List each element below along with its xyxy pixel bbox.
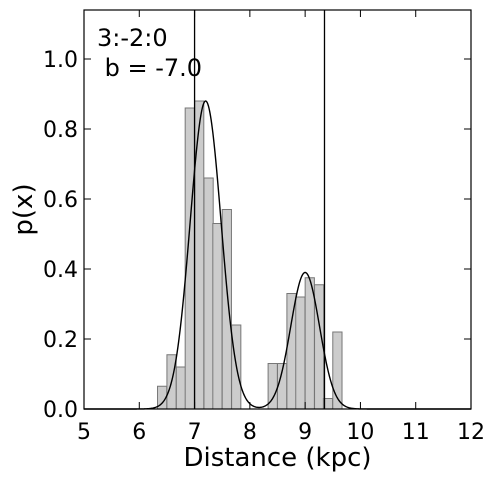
- annotation-line: b = -7.0: [97, 54, 202, 82]
- y-tick-label: 0.8: [43, 118, 78, 143]
- y-tick-label: 0.4: [43, 258, 78, 283]
- y-tick-label: 0.2: [43, 328, 78, 353]
- y-axis-label: p(x): [9, 183, 39, 235]
- plot-annotation: 3:-2:0 b = -7.0: [97, 24, 202, 82]
- fit-curve-line: [84, 100, 471, 410]
- vertical-marker-lines: [193, 10, 326, 409]
- axis-ticks: 5 6 7 8 9 10 11 12 0.0 0.2 0.4 0.6 0.8 1.0: [43, 10, 485, 445]
- histogram-bars: [157, 100, 343, 410]
- histogram-bar: [203, 177, 214, 410]
- y-tick-label: 0.0: [43, 398, 78, 423]
- histogram-bar: [194, 100, 205, 410]
- x-tick-label: 7: [188, 420, 202, 445]
- histogram-bar: [286, 293, 297, 410]
- x-tick-label: 12: [457, 420, 485, 445]
- x-tick-label: 8: [243, 420, 257, 445]
- histogram-bar: [212, 223, 223, 410]
- x-axis-label: Distance (kpc): [183, 443, 371, 473]
- x-tick-label: 10: [346, 420, 374, 445]
- y-tick-label: 0.6: [43, 188, 78, 213]
- annotation-line: 3:-2:0: [97, 24, 168, 52]
- x-tick-label: 6: [132, 420, 146, 445]
- x-tick-label: 5: [77, 420, 91, 445]
- histogram-bar: [295, 296, 306, 410]
- y-tick-label: 1.0: [43, 48, 78, 73]
- histogram-bar: [175, 366, 187, 410]
- x-tick-label: 9: [298, 420, 312, 445]
- histogram-bar: [304, 277, 315, 410]
- plot-frame: [83, 9, 472, 410]
- x-tick-label: 11: [402, 420, 430, 445]
- fit-curves: [84, 100, 471, 410]
- histogram-bar: [221, 209, 232, 410]
